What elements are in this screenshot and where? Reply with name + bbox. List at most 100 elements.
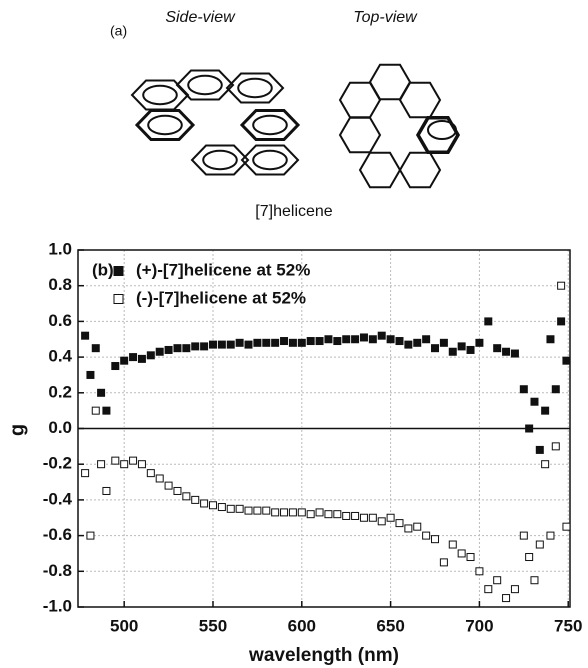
y-axis-label: g bbox=[6, 424, 28, 436]
point bbox=[288, 338, 297, 347]
point bbox=[217, 503, 226, 512]
point bbox=[493, 576, 502, 585]
point bbox=[81, 469, 90, 478]
x-tick-label: 500 bbox=[110, 616, 138, 635]
x-tick-label: 700 bbox=[465, 616, 493, 635]
ring bbox=[398, 81, 442, 119]
point bbox=[244, 340, 253, 349]
point bbox=[395, 519, 404, 528]
point bbox=[502, 594, 511, 603]
point bbox=[164, 345, 173, 354]
ring bbox=[175, 69, 235, 101]
point bbox=[81, 331, 90, 340]
ring bbox=[240, 144, 300, 176]
ring-inner bbox=[142, 84, 178, 106]
panel-label: (a) bbox=[110, 23, 127, 39]
point bbox=[333, 510, 342, 519]
ring bbox=[398, 151, 442, 189]
point bbox=[413, 522, 422, 531]
point bbox=[235, 338, 244, 347]
point bbox=[546, 531, 555, 540]
point bbox=[137, 460, 146, 469]
y-tick-label: 0.4 bbox=[48, 347, 72, 366]
point bbox=[448, 347, 457, 356]
point bbox=[164, 481, 173, 490]
point bbox=[146, 351, 155, 360]
point bbox=[182, 492, 191, 501]
point bbox=[306, 337, 315, 346]
point bbox=[395, 337, 404, 346]
point bbox=[404, 340, 413, 349]
point bbox=[431, 344, 440, 353]
point bbox=[557, 281, 566, 290]
point bbox=[226, 340, 235, 349]
point bbox=[137, 354, 146, 363]
panel-label: (b) bbox=[92, 260, 114, 279]
caption: [7]helicene bbox=[255, 203, 332, 220]
point bbox=[359, 513, 368, 522]
ring bbox=[338, 116, 382, 154]
point bbox=[111, 456, 120, 465]
point bbox=[191, 342, 200, 351]
point bbox=[91, 344, 100, 353]
point bbox=[91, 406, 100, 415]
point bbox=[557, 317, 566, 326]
point bbox=[129, 353, 138, 362]
top-view-label: Top-view bbox=[353, 9, 418, 26]
plot-frame bbox=[77, 249, 571, 608]
y-tick-label: -0.8 bbox=[43, 561, 72, 580]
point bbox=[324, 335, 333, 344]
point bbox=[431, 535, 440, 544]
point bbox=[191, 495, 200, 504]
point bbox=[541, 460, 550, 469]
point bbox=[297, 338, 306, 347]
point bbox=[368, 513, 377, 522]
ring-inner bbox=[252, 149, 288, 171]
point bbox=[377, 331, 386, 340]
y-tick-label: 0.8 bbox=[48, 275, 72, 294]
point bbox=[102, 486, 111, 495]
x-tick-label: 650 bbox=[376, 616, 404, 635]
point bbox=[484, 317, 493, 326]
point bbox=[120, 460, 129, 469]
point bbox=[297, 508, 306, 517]
x-axis-label: wavelength (nm) bbox=[248, 645, 399, 666]
x-tick-label: 550 bbox=[199, 616, 227, 635]
point bbox=[562, 356, 571, 365]
ring bbox=[239, 109, 301, 141]
ring bbox=[190, 144, 250, 176]
ring bbox=[134, 109, 196, 141]
point bbox=[525, 424, 534, 433]
point bbox=[541, 406, 550, 415]
legend-marker bbox=[113, 294, 124, 304]
point bbox=[377, 517, 386, 526]
point bbox=[235, 504, 244, 513]
point bbox=[244, 506, 253, 515]
y-tick-label: -1.0 bbox=[43, 596, 72, 615]
point bbox=[466, 345, 475, 354]
point bbox=[280, 337, 289, 346]
point bbox=[502, 347, 511, 356]
point bbox=[493, 344, 502, 353]
ring bbox=[358, 151, 402, 189]
point bbox=[253, 506, 262, 515]
point bbox=[208, 340, 217, 349]
point bbox=[551, 385, 560, 394]
point bbox=[200, 499, 209, 508]
y-tick-label: 0.2 bbox=[48, 382, 72, 401]
point bbox=[324, 510, 333, 519]
point bbox=[386, 335, 395, 344]
point bbox=[351, 511, 360, 520]
point bbox=[155, 474, 164, 483]
point bbox=[422, 531, 431, 540]
point bbox=[200, 342, 209, 351]
point bbox=[97, 460, 106, 469]
point bbox=[551, 442, 560, 451]
point bbox=[519, 385, 528, 394]
point bbox=[351, 335, 360, 344]
point bbox=[342, 335, 351, 344]
point bbox=[535, 540, 544, 549]
ring bbox=[415, 115, 461, 155]
point bbox=[86, 531, 95, 540]
